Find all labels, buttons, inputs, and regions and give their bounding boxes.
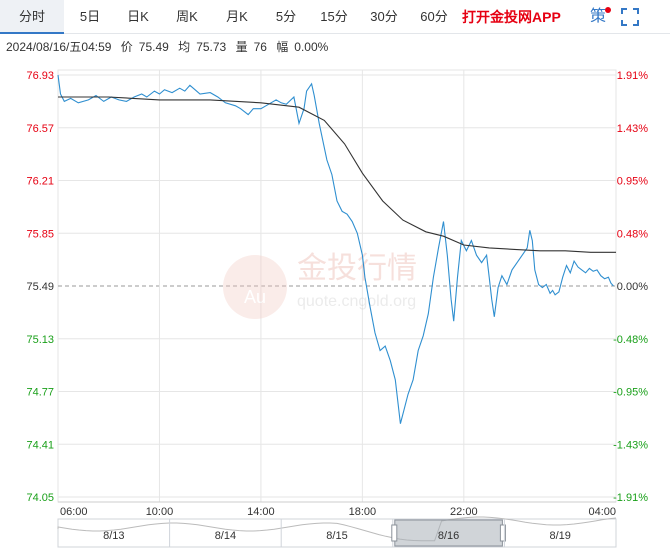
tab-5min[interactable]: 5分 [275,9,297,24]
watermark-badge: Au [244,287,266,307]
y-tick-label: 74.05 [26,492,54,504]
right-tick-label: 1.91% [617,70,648,82]
navigator-date-label: 8/16 [438,530,459,542]
right-tick-label: 1.43% [617,123,648,135]
price-line [57,74,614,424]
navigator-date-label: 8/15 [326,530,347,542]
right-tick-label: -0.48% [613,334,648,346]
intraday-chart[interactable]: Au 金投行情 quote.cngold.org 76.93 76.57 76.21… [0,60,670,548]
y-tick-label: 74.77 [26,387,54,399]
tab-5day[interactable]: 5日 [79,9,101,24]
tab-monthly-k[interactable]: 月K [226,9,248,24]
tab-30min[interactable]: 30分 [370,9,398,24]
chart-grid [57,69,617,503]
fullscreen-icon[interactable] [620,7,640,27]
tab-daily-k[interactable]: 日K [127,9,149,24]
navigator-date-label: 8/13 [103,530,124,542]
x-tick-label: 18:00 [349,506,377,518]
tab-60min[interactable]: 60分 [420,9,448,24]
y-tick-label: 76.93 [26,70,54,82]
tab-weekly-k[interactable]: 周K [176,9,198,24]
navigator-handle-right[interactable] [499,524,506,542]
right-tick-label: 0.95% [617,176,648,188]
quote-info-line: 2024/08/16/五04:59 价 75.49 均 75.73 量 76 幅 0.0… [6,38,334,55]
change-label: 幅 [276,40,289,54]
strategy-button[interactable]: 策 [590,0,611,34]
navigator-handle-left[interactable] [391,524,398,542]
y-tick-label: 75.85 [26,228,54,240]
watermark-url: quote.cngold.org [297,293,416,310]
chart-series [57,74,616,424]
y-tick-label: 76.21 [26,176,54,188]
tab-intraday[interactable]: 分时 [0,0,64,34]
watermark: Au 金投行情 quote.cngold.org [223,251,417,319]
open-app-link[interactable]: 打开金投网APP [462,9,561,25]
x-tick-label: 10:00 [146,506,174,518]
navigator-overview-line [57,516,617,542]
x-tick-label: 06:00 [60,506,88,518]
volume-value: 76 [253,40,267,54]
y-tick-label: 75.49 [26,281,54,293]
tab-15min[interactable]: 15分 [320,9,348,24]
avg-label: 均 [178,40,191,54]
average-price-line [58,96,616,253]
right-tick-label: -1.43% [613,439,648,451]
navigator-date-label: 8/19 [549,530,570,542]
change-value: 0.00% [294,40,329,54]
volume-label: 量 [235,40,248,54]
x-tick-label: 14:00 [247,506,275,518]
right-tick-label: -1.91% [613,492,648,504]
x-tick-label: 04:00 [588,506,616,518]
watermark-text: 金投行情 [297,251,417,286]
price-label: 价 [120,40,133,54]
date-navigator: 8/13 8/14 8/15 8/16 8/19 [57,516,617,548]
y-axis-left: 76.93 76.57 76.21 75.85 75.49 75.13 74.77 74.41… [26,70,54,504]
navigator-frame [57,518,617,548]
watermark-logo-icon [223,255,287,319]
right-tick-label: 0.00% [617,281,648,293]
right-tick-label: -0.95% [613,387,648,399]
avg-value: 75.73 [196,40,227,54]
y-tick-label: 76.57 [26,123,54,135]
y-tick-label: 75.13 [26,334,54,346]
period-tab-bar: 分时 5日 日K 周K 月K 5分 15分 30分 60分 打开金投网APP 策 [0,0,670,34]
x-tick-label: 22:00 [450,506,478,518]
y-tick-label: 74.41 [26,439,54,451]
navigator-date-label: 8/14 [215,530,236,542]
strategy-label: 策 [590,8,607,25]
quote-datetime: 2024/08/16/五04:59 [6,40,112,54]
x-axis: 06:00 10:00 14:00 18:00 22:00 04:00 [58,501,616,518]
notification-dot [605,7,611,13]
y-axis-right: 1.91% 1.43% 0.95% 0.48% 0.00% -0.48% -0.95% -1.… [613,70,648,504]
price-value: 75.49 [138,40,169,54]
right-tick-label: 0.48% [617,228,648,240]
